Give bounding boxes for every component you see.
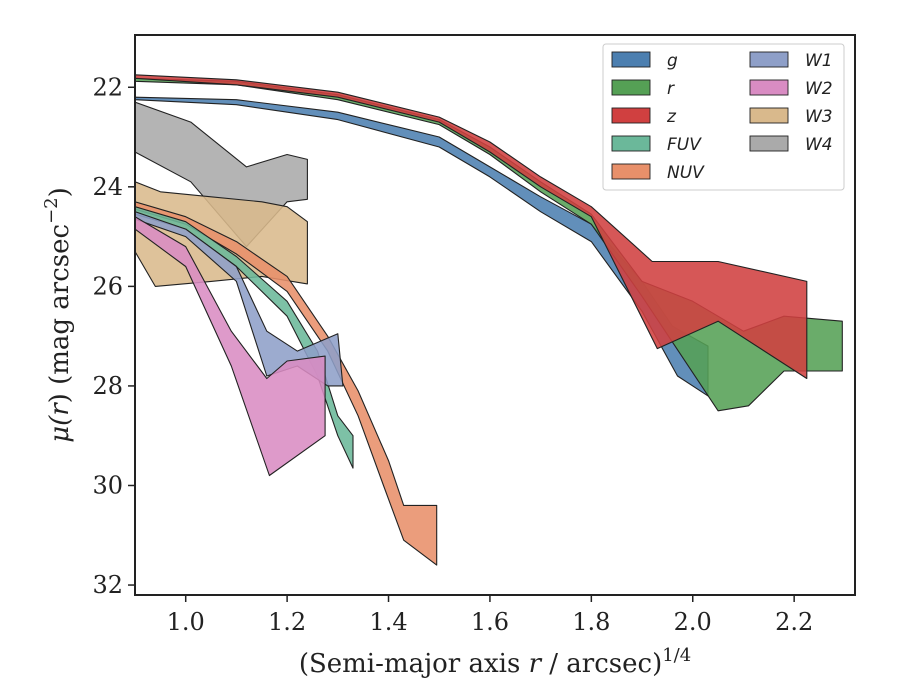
legend-label-w2: W2 [805, 79, 833, 99]
x-tick-label: 2.0 [674, 608, 712, 636]
y-tick-label: 22 [92, 73, 123, 101]
y-axis: 22 24 26 28 30 32 [92, 73, 135, 599]
legend-swatch-z [611, 107, 651, 124]
legend-swatch-nuv [611, 163, 651, 180]
legend-label-w4: W4 [805, 135, 833, 155]
legend: grz FUV NUV W1 W2 W3 W4 [602, 43, 845, 191]
legend-swatch-w4 [749, 135, 789, 152]
legend-swatch-w1 [749, 51, 789, 68]
x-axis-title: (Semi-major axis r / arcsec)1/4 [299, 645, 691, 679]
legend-label-nuv: NUV [667, 163, 705, 183]
legend-label-fuv: FUV [667, 135, 702, 155]
x-tick-label: 1.6 [471, 608, 509, 636]
x-axis: 1.0 1.2 1.4 1.6 1.8 2.0 2.2 [167, 595, 813, 636]
legend-swatch-fuv [611, 135, 651, 152]
legend-label-g: g [667, 51, 678, 71]
y-tick-label: 24 [92, 173, 123, 201]
legend-swatch-r [611, 79, 651, 96]
legend-label-w1: W1 [805, 51, 833, 71]
legend-swatch-g [611, 51, 651, 68]
x-tick-label: 1.8 [572, 608, 610, 636]
legend-label-w3: W3 [805, 107, 833, 127]
plot-frame [134, 34, 856, 596]
band-z [135, 74, 808, 380]
profile-bands [135, 74, 843, 566]
legend-label-z: z [666, 107, 677, 127]
band-w2 [135, 216, 326, 477]
x-tick-label: 2.2 [775, 608, 813, 636]
x-tick-label: 1.4 [369, 608, 407, 636]
x-tick-label: 1.0 [167, 608, 205, 636]
band-nuv [135, 201, 438, 566]
legend-label-r: r [667, 79, 675, 99]
y-tick-label: 32 [92, 571, 123, 599]
legend-swatch-w2 [749, 79, 789, 96]
y-axis-title: μ(r) (mag arcsec−2) [41, 187, 75, 443]
y-tick-label: 28 [92, 372, 123, 400]
x-tick-label: 1.2 [268, 608, 306, 636]
y-tick-label: 30 [92, 471, 123, 499]
legend-swatch-w3 [749, 107, 789, 124]
y-tick-label: 26 [92, 272, 123, 300]
